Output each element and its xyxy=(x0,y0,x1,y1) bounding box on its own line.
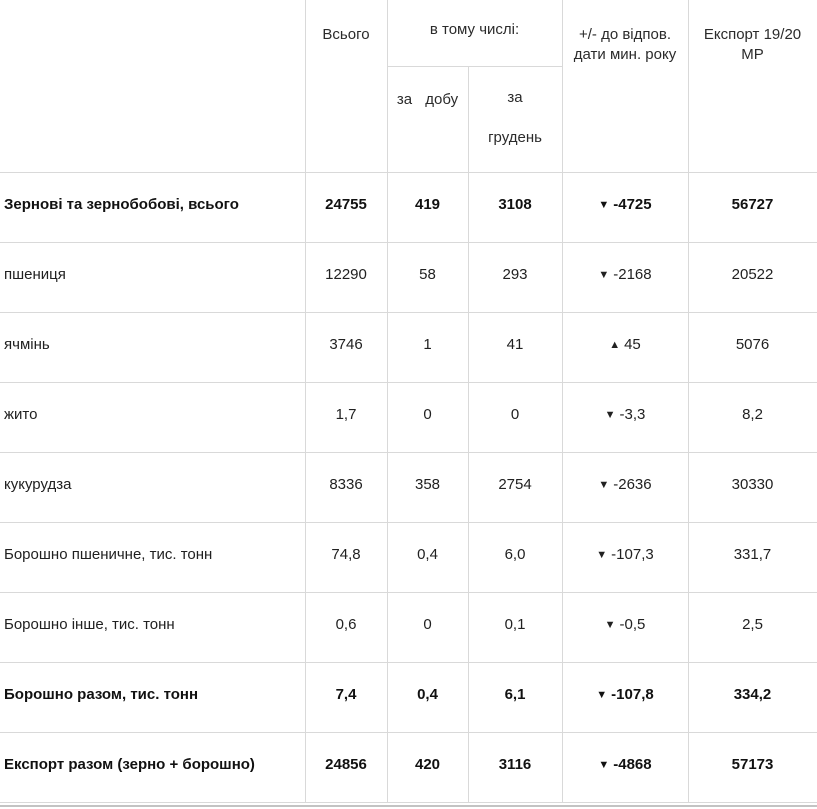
delta-value: -2636 xyxy=(613,475,652,493)
cell-per-day: 1 xyxy=(387,312,469,383)
table-row-wheat: пшениця 12290 58 293 ▼ -2168 20522 xyxy=(0,242,817,313)
cell-per-day: 358 xyxy=(387,452,469,523)
triangle-down-icon: ▼ xyxy=(598,478,610,491)
cell-delta: ▲ 45 xyxy=(562,312,689,383)
cell-export-prev: 8,2 xyxy=(688,382,817,453)
cell-export-prev: 5076 xyxy=(688,312,817,383)
header-row-sub: за добу за грудень xyxy=(0,66,817,173)
header-export-line2: МР xyxy=(741,46,764,63)
cell-export-prev: 56727 xyxy=(688,172,817,243)
row-label: Борошно інше, тис. тонн xyxy=(0,592,306,663)
cell-total: 74,8 xyxy=(305,522,388,593)
delta-value: -2168 xyxy=(613,265,652,283)
cell-total: 8336 xyxy=(305,452,388,523)
row-label: Експорт разом (зерно + борошно) xyxy=(0,732,306,803)
cell-delta: ▼ -2168 xyxy=(562,242,689,313)
header-per-day: за добу xyxy=(387,66,469,173)
cell-per-day: 58 xyxy=(387,242,469,313)
cell-per-december: 2754 xyxy=(468,452,563,523)
row-label: Борошно разом, тис. тонн xyxy=(0,662,306,733)
cell-delta: ▼ -2636 xyxy=(562,452,689,523)
header-export-prev-season: Експорт 19/20 МР xyxy=(688,0,817,173)
cell-total: 12290 xyxy=(305,242,388,313)
cell-total: 1,7 xyxy=(305,382,388,453)
delta-value: -4868 xyxy=(613,755,652,773)
cell-per-december: 3116 xyxy=(468,732,563,803)
cell-delta: ▼ -107,8 xyxy=(562,662,689,733)
header-empty-cell xyxy=(0,0,306,173)
cell-delta: ▼ -4868 xyxy=(562,732,689,803)
cell-total: 24755 xyxy=(305,172,388,243)
cell-per-december: 6,0 xyxy=(468,522,563,593)
triangle-down-icon: ▼ xyxy=(598,198,610,211)
header-row-top: Всього в тому числі: +/- до відпов. дати… xyxy=(0,0,817,173)
cell-per-day: 0,4 xyxy=(387,522,469,593)
delta-value: -3,3 xyxy=(619,405,646,423)
header-export-line1: Експорт 19/20 xyxy=(703,26,802,43)
row-label: жито xyxy=(0,382,306,453)
table-row-wheat-flour: Борошно пшеничне, тис. тонн 74,8 0,4 6,0… xyxy=(0,522,817,593)
triangle-down-icon: ▼ xyxy=(604,618,616,631)
table-row-rye: жито 1,7 0 0 ▼ -3,3 8,2 xyxy=(0,382,817,453)
cell-per-december: 0,1 xyxy=(468,592,563,663)
header-delta-line2: дати мин. року xyxy=(573,46,677,63)
header-per-december-line2: грудень xyxy=(488,128,542,146)
table-row-corn: кукурудза 8336 358 2754 ▼ -2636 30330 xyxy=(0,452,817,523)
header-delta-vs-prev-year: +/- до відпов. дати мин. року xyxy=(562,0,689,173)
row-label: кукурудза xyxy=(0,452,306,523)
delta-value: -4725 xyxy=(613,195,652,213)
cell-total: 0,6 xyxy=(305,592,388,663)
header-including-group: в тому числі: xyxy=(387,0,563,67)
cell-export-prev: 334,2 xyxy=(688,662,817,733)
cell-delta: ▼ -0,5 xyxy=(562,592,689,663)
table-row-export-grand-total: Експорт разом (зерно + борошно) 24856 42… xyxy=(0,732,817,803)
triangle-down-icon: ▼ xyxy=(598,758,610,771)
header-total: Всього xyxy=(305,0,388,173)
cell-per-december: 41 xyxy=(468,312,563,383)
header-per-december-line1: за xyxy=(507,88,523,106)
cell-per-december: 6,1 xyxy=(468,662,563,733)
cell-export-prev: 20522 xyxy=(688,242,817,313)
cell-per-day: 419 xyxy=(387,172,469,243)
triangle-down-icon: ▼ xyxy=(598,268,610,281)
cell-delta: ▼ -107,3 xyxy=(562,522,689,593)
table-row-flour-total: Борошно разом, тис. тонн 7,4 0,4 6,1 ▼ -1… xyxy=(0,662,817,733)
table-row-barley: ячмінь 3746 1 41 ▲ 45 5076 xyxy=(0,312,817,383)
cell-per-day: 0 xyxy=(387,592,469,663)
cell-per-december: 3108 xyxy=(468,172,563,243)
row-label: Зернові та зернобобові, всього xyxy=(0,172,306,243)
row-label: ячмінь xyxy=(0,312,306,383)
triangle-up-icon: ▲ xyxy=(609,338,621,351)
header-delta-line1: +/- до відпов. xyxy=(578,26,671,43)
delta-value: -0,5 xyxy=(619,615,646,633)
cell-export-prev: 2,5 xyxy=(688,592,817,663)
cell-total: 24856 xyxy=(305,732,388,803)
cell-per-day: 0,4 xyxy=(387,662,469,733)
triangle-down-icon: ▼ xyxy=(596,688,608,701)
cell-total: 3746 xyxy=(305,312,388,383)
cell-per-december: 293 xyxy=(468,242,563,313)
bottom-rule-divider xyxy=(0,804,817,807)
cell-per-december: 0 xyxy=(468,382,563,453)
triangle-down-icon: ▼ xyxy=(604,408,616,421)
header-per-december: за грудень xyxy=(468,66,563,173)
cell-total: 7,4 xyxy=(305,662,388,733)
cell-delta: ▼ -4725 xyxy=(562,172,689,243)
delta-value: 45 xyxy=(624,335,641,353)
cell-export-prev: 57173 xyxy=(688,732,817,803)
delta-value: -107,3 xyxy=(611,545,654,563)
cell-delta: ▼ -3,3 xyxy=(562,382,689,453)
table-row-other-flour: Борошно інше, тис. тонн 0,6 0 0,1 ▼ -0,5 … xyxy=(0,592,817,663)
table-row-grain-total: Зернові та зернобобові, всього 24755 419… xyxy=(0,172,817,243)
row-label: Борошно пшеничне, тис. тонн xyxy=(0,522,306,593)
delta-value: -107,8 xyxy=(611,685,654,703)
cell-per-day: 420 xyxy=(387,732,469,803)
cell-export-prev: 30330 xyxy=(688,452,817,523)
row-label: пшениця xyxy=(0,242,306,313)
cell-export-prev: 331,7 xyxy=(688,522,817,593)
triangle-down-icon: ▼ xyxy=(596,548,608,561)
cell-per-day: 0 xyxy=(387,382,469,453)
